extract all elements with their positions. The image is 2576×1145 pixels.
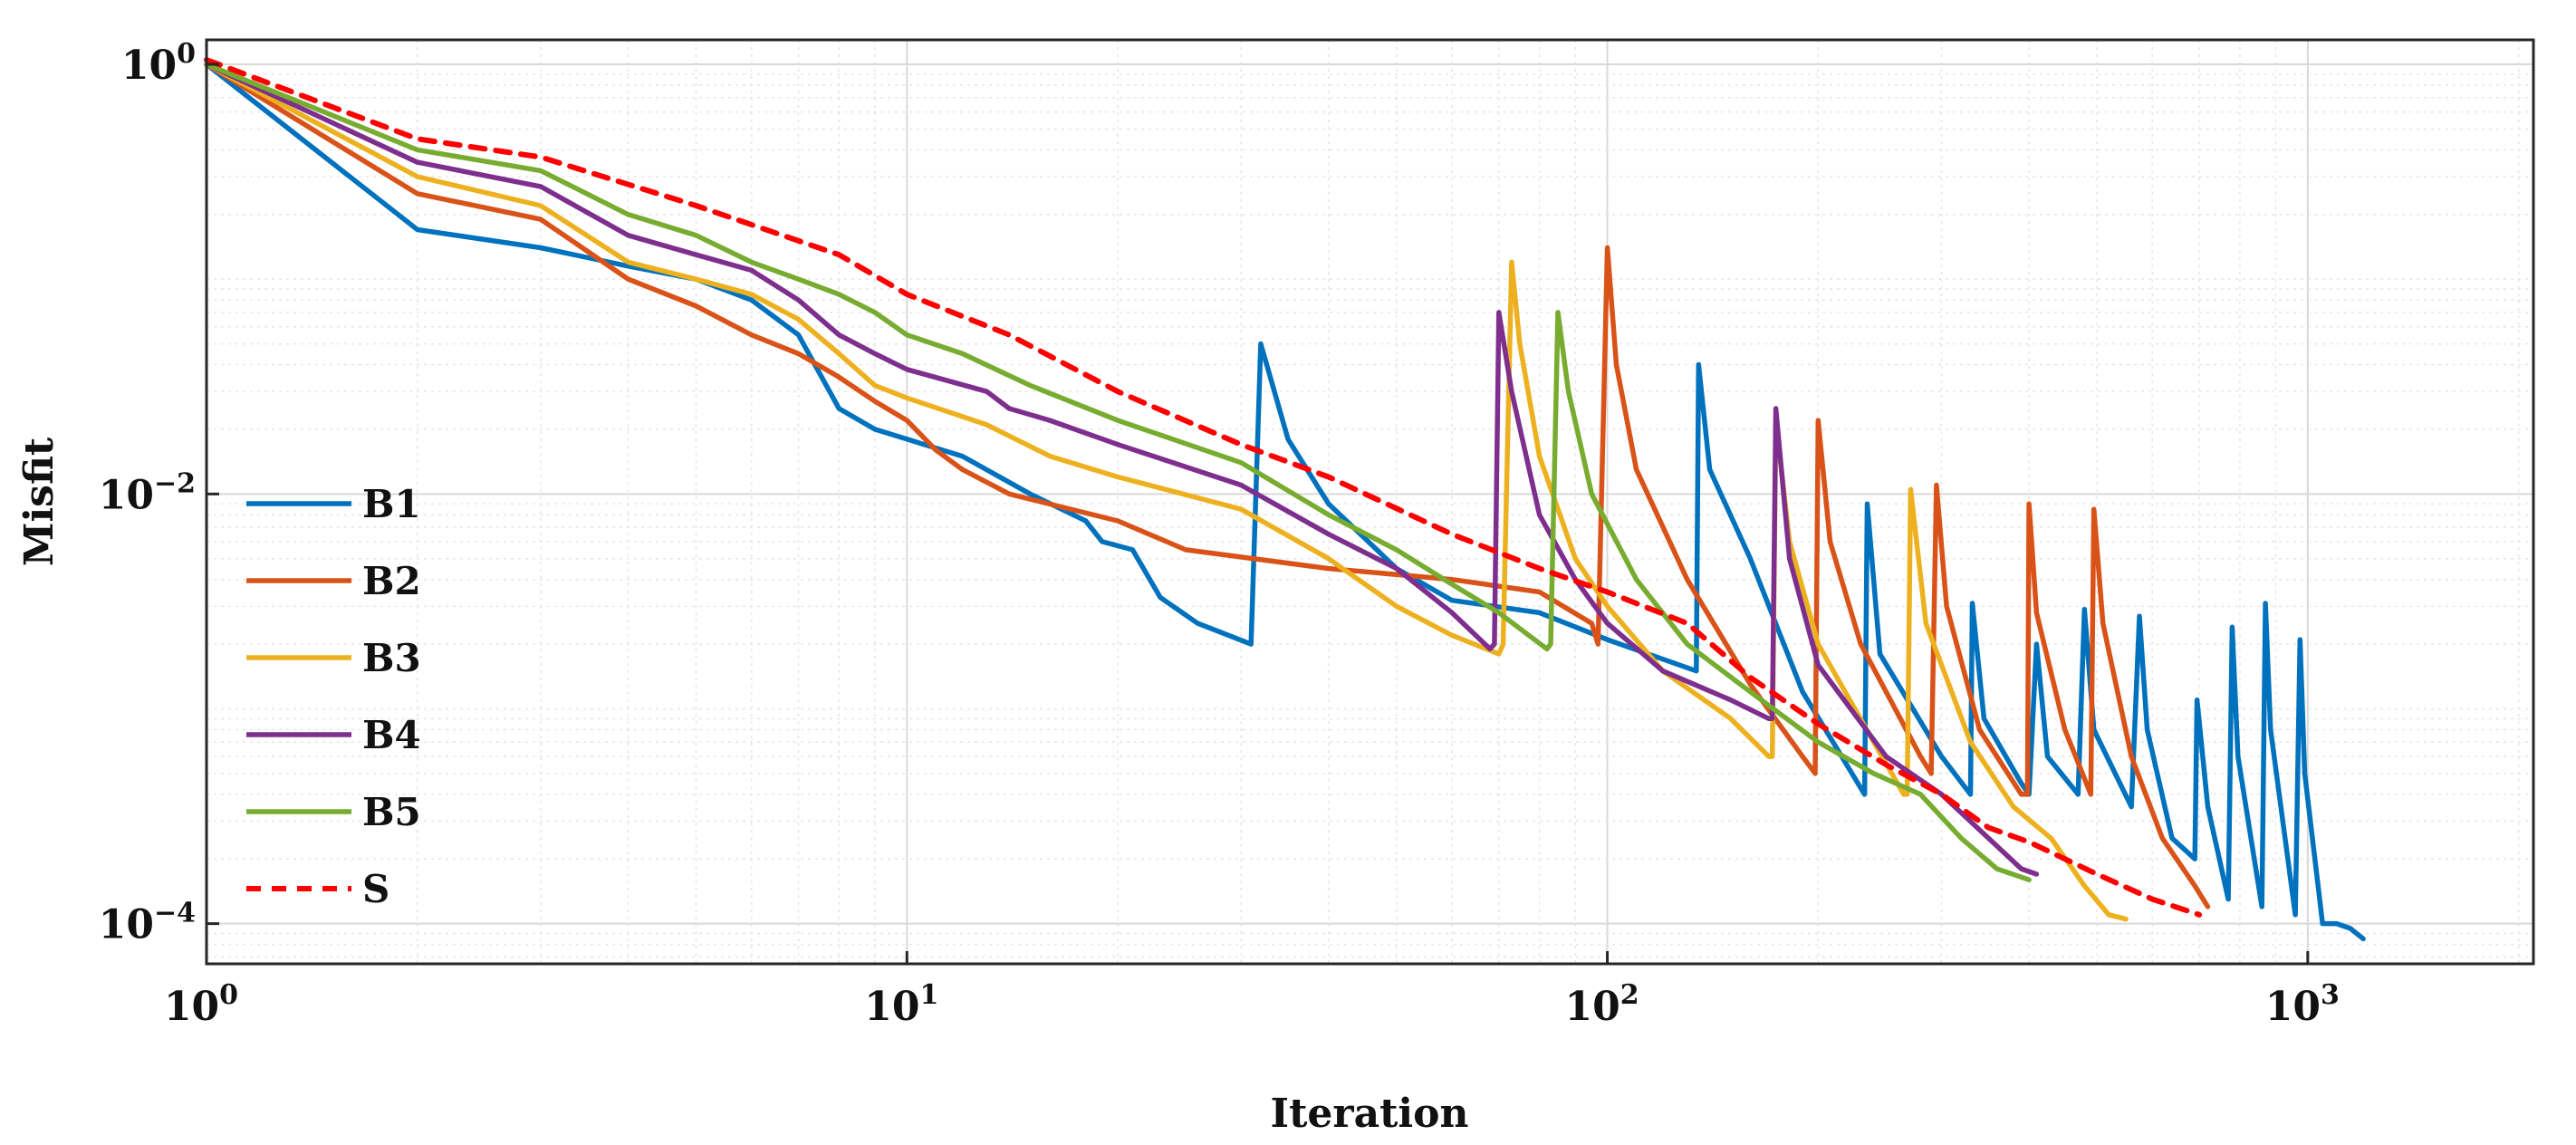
- y-axis-label: Misfit: [16, 437, 62, 566]
- plot-frame: [205, 38, 2535, 966]
- x-tick-label: 102: [1565, 979, 1639, 1030]
- series-line-b4: [204, 62, 2040, 877]
- tick-labels: 100 101 102 103 100 10−2 10−4: [99, 38, 2340, 1030]
- legend-label-b2: B2: [362, 559, 421, 603]
- legend-label-b3: B3: [362, 636, 421, 680]
- plot-area: [207, 40, 2533, 964]
- y-tick-label: 100: [121, 38, 196, 89]
- x-axis-label: Iteration: [1271, 1091, 1469, 1137]
- series-lines: [204, 57, 2366, 942]
- x-tick-label: 101: [864, 979, 938, 1030]
- legend-label-b1: B1: [362, 482, 421, 526]
- legend-label-b4: B4: [362, 713, 421, 757]
- legend: B1 B2 B3 B4 B5 S: [246, 482, 421, 911]
- legend-label-s: S: [362, 867, 389, 911]
- series-line-b2: [204, 62, 2211, 909]
- x-tick-label: 103: [2265, 979, 2340, 1030]
- series-line-b1: [204, 62, 2366, 942]
- series-line-b3: [204, 62, 2129, 922]
- series-line-b5: [204, 62, 2032, 882]
- y-tick-label: 10−2: [99, 467, 196, 518]
- y-tick-label: 10−4: [99, 898, 196, 948]
- legend-label-b5: B5: [362, 790, 421, 834]
- x-tick-label: 100: [164, 979, 238, 1030]
- series-line-s: [204, 57, 2203, 918]
